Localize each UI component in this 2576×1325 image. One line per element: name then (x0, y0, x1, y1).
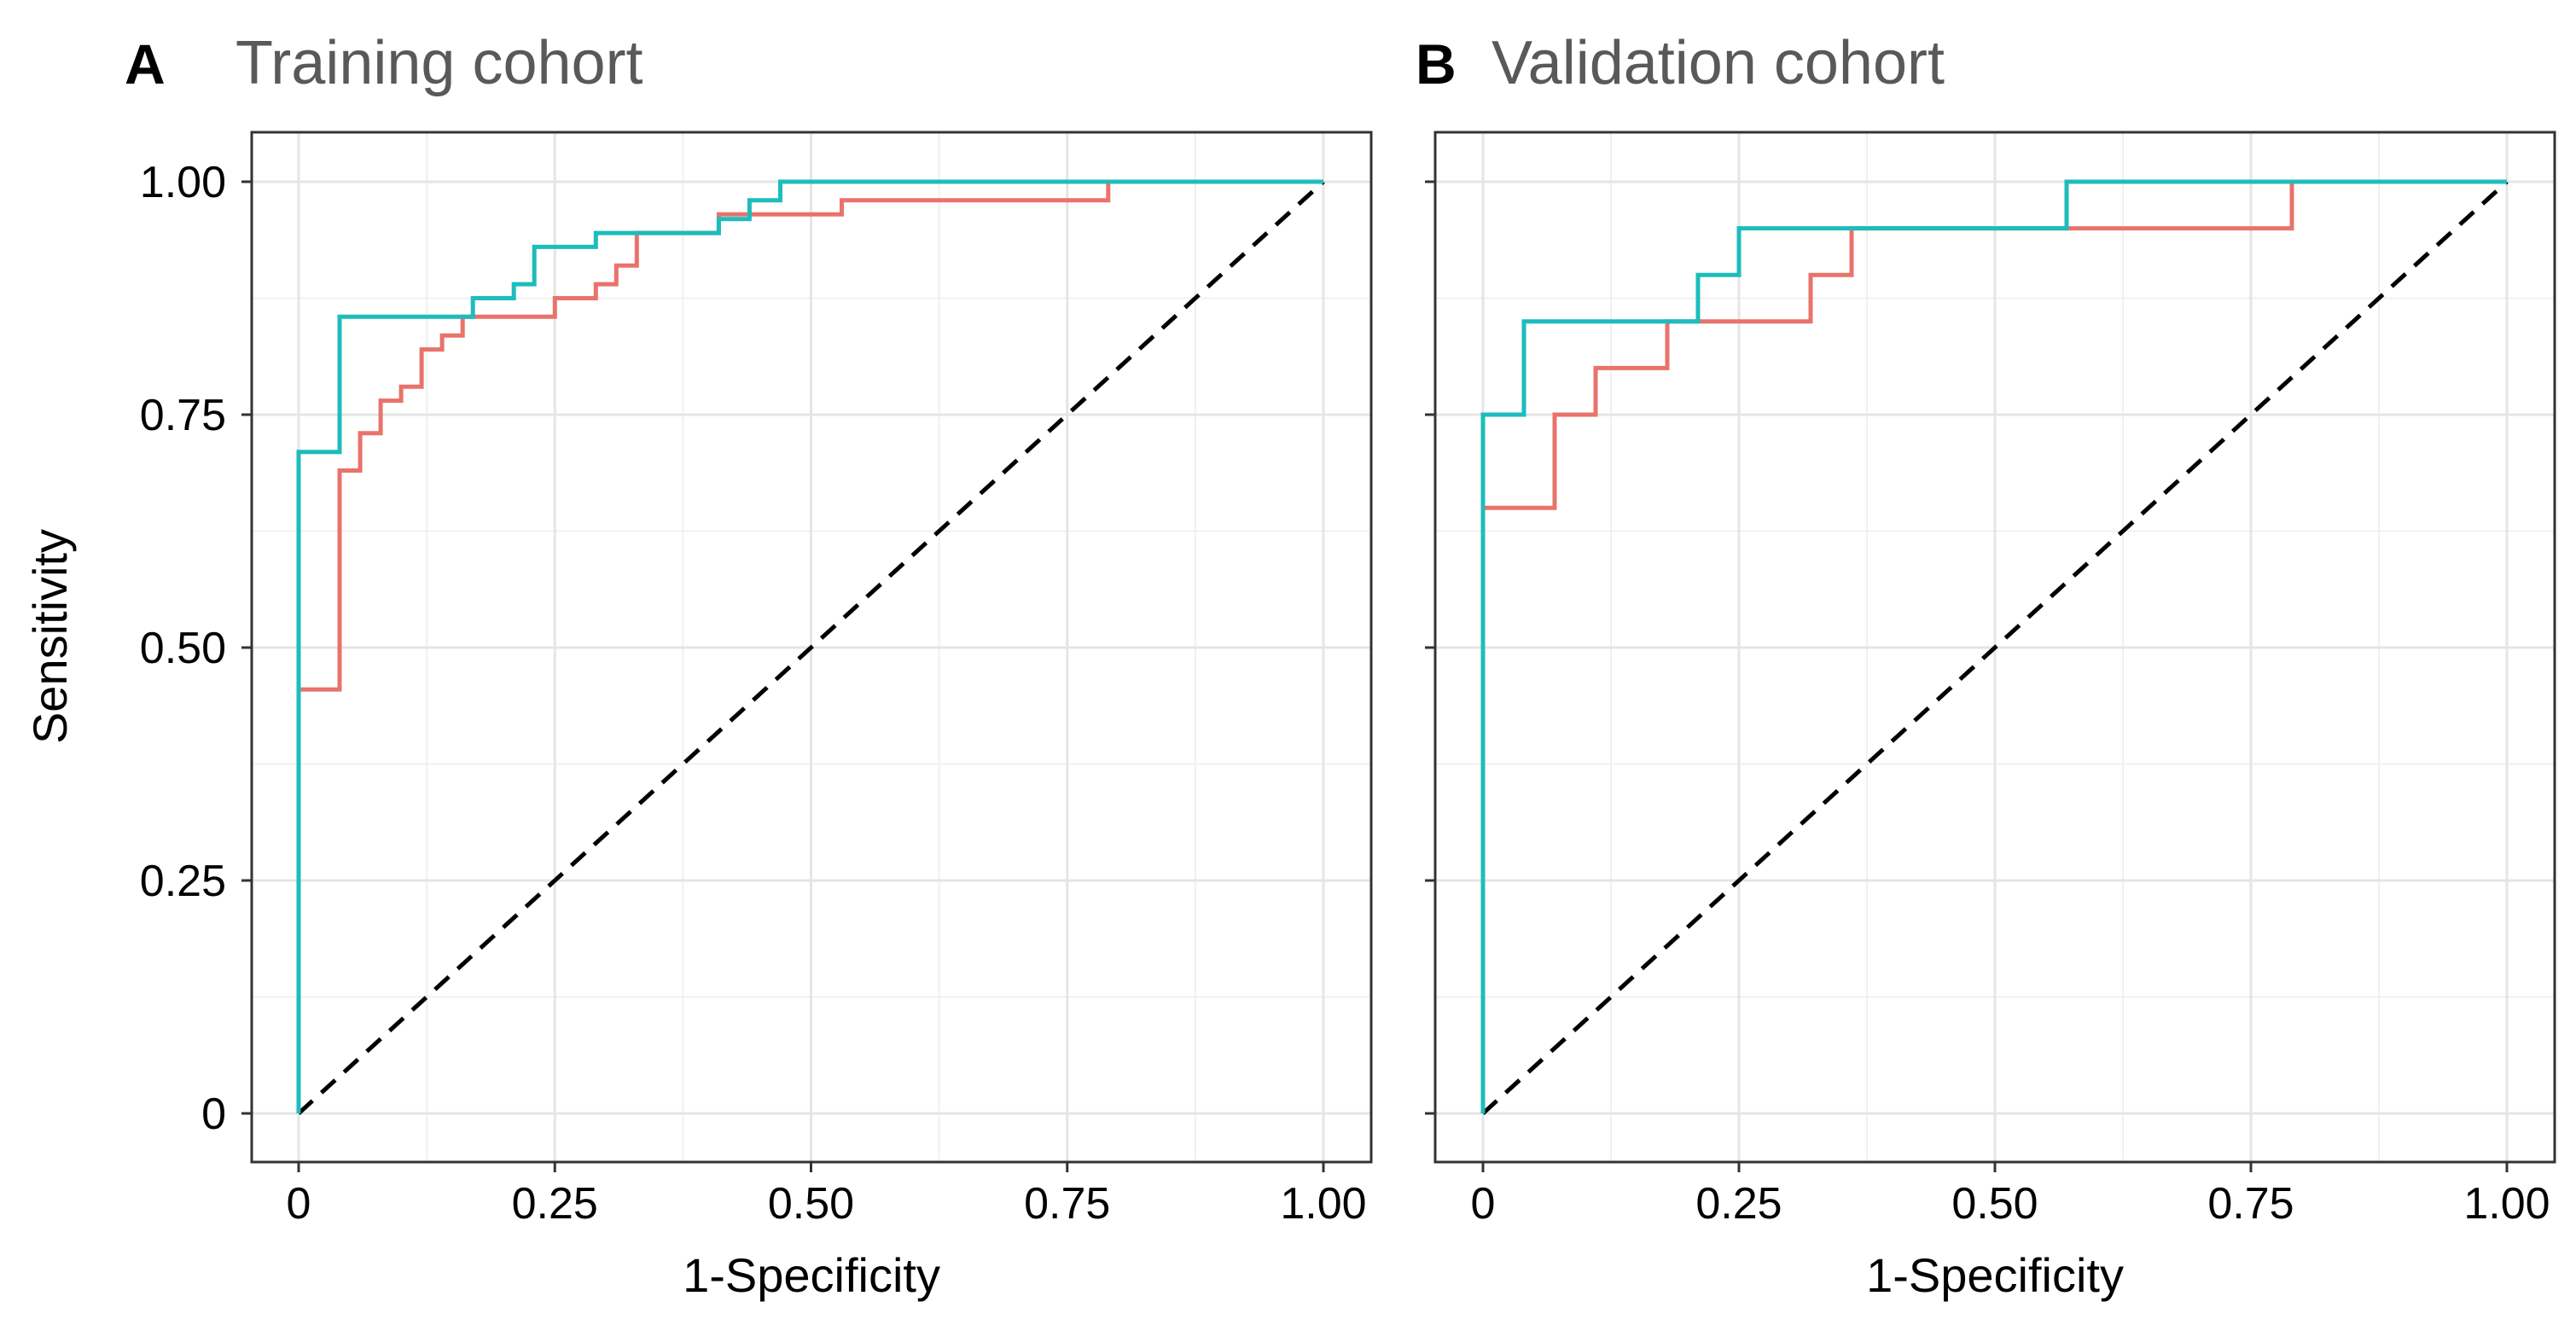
panel-a-title: Training cohort (236, 29, 643, 97)
panel-a-axes: 0 0.25 0.50 0.75 1.00 0 0.25 0.50 0.75 1.00 (140, 158, 1367, 1229)
panel-a-y-tick-label: 0 (201, 1090, 226, 1139)
panel-b-letter: B (1416, 32, 1457, 96)
panel-a-x-tick-label: 0.50 (768, 1179, 854, 1229)
panel-a-roc-curve-red (296, 179, 1323, 1113)
panel-a-reference-line (297, 180, 1325, 1115)
panel-a-y-tick-label: 0.75 (140, 391, 226, 440)
panel-b-axes: 0 0.25 0.50 0.75 1.00 (1425, 180, 2550, 1229)
panel-a-y-tick-label: 1.00 (140, 158, 226, 207)
panel-b-x-axis-title: 1-Specificity (1866, 1248, 2124, 1302)
panel-a-reference (297, 180, 1325, 1115)
panel-b-x-tick-label: 0.50 (1951, 1179, 2038, 1229)
panel-a-letter: A (125, 32, 166, 96)
panel-a-x-tick-label: 0.25 (512, 1179, 598, 1229)
panel-a-y-tick-label: 0.50 (140, 624, 226, 673)
panel-b-x-tick-label: 0.75 (2207, 1179, 2294, 1229)
panel-b-title: Validation cohort (1492, 29, 1945, 97)
panel-a-roc-curve-teal (296, 179, 1323, 1113)
panel-a-y-tick-label: 0.25 (140, 857, 226, 906)
panel-a-x-tick-label: 0.75 (1024, 1179, 1110, 1229)
panel-validation: B Validation cohort 0 0.25 0.50 0.75 1.00 1-… (1416, 29, 2556, 1302)
y-axis-title: Sensitivity (23, 529, 77, 744)
panel-a-x-tick-label: 1.00 (1280, 1179, 1366, 1229)
panel-b-reference (1481, 180, 2509, 1115)
panel-b-x-tick-label: 1.00 (2463, 1179, 2550, 1229)
panel-a-x-tick-label: 0 (287, 1179, 311, 1229)
panel-b-series (1480, 179, 2507, 1113)
panel-b-x-tick-label: 0 (1471, 1179, 1496, 1229)
panel-b-roc-curve-teal (1480, 179, 2507, 1113)
panel-a-x-axis-title: 1-Specificity (683, 1248, 940, 1302)
panel-b-x-tick-label: 0.25 (1695, 1179, 1782, 1229)
panel-a-series (296, 179, 1323, 1113)
panel-b-reference-line (1481, 180, 2509, 1115)
panel-training: A Training cohort 0 0.25 0.50 0.75 1.00 0 0.25… (125, 29, 1373, 1302)
